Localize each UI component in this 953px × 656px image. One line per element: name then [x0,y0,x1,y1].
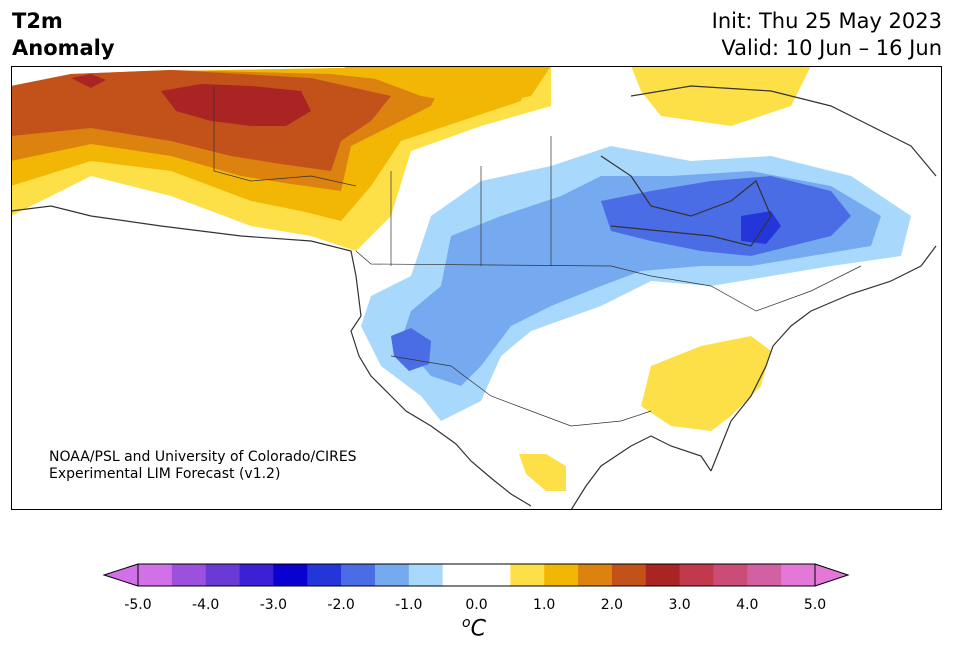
anomaly-map [11,66,942,510]
plot-title-left: T2m Anomaly [12,8,115,62]
warm-region-southeast [641,336,771,431]
colorbar-cell [138,564,173,586]
colorbar-cell [341,564,376,586]
warm-region-arctic-east [631,66,811,126]
cool-region-strong [601,176,851,256]
colorbar-tick-label: 5.0 [803,597,827,613]
colorbar-over-outline [814,563,850,587]
plot-title-right: Init: Thu 25 May 2023 Valid: 10 Jun – 16… [712,8,942,62]
colorbar-cell [578,564,613,586]
colorbar-cell [205,564,240,586]
coastlines [11,85,937,510]
colorbar-tick-label: 1.0 [533,597,556,613]
warm-region-arctic-west [341,66,551,106]
colorbar-cell [544,564,579,586]
colorbar-cell [747,564,782,586]
colorbar-tick-label: -4.0 [192,597,220,613]
init-date: Init: Thu 25 May 2023 [711,9,942,33]
credit-line-2: Experimental LIM Forecast (v1.2) [49,466,281,482]
unit-base: C [470,616,486,642]
colorbar-unit: oC [462,615,486,641]
colorbar-tick-label: -3.0 [259,597,288,613]
colorbar-cell [307,564,342,586]
colorbar-cell [645,564,680,586]
colorbar-under-outline [102,563,139,587]
colorbar-cell [611,564,647,586]
colorbar-tick-label: -1.0 [395,597,423,613]
colorbar-tick-label: -5.0 [124,597,152,613]
colorbar-cell [679,564,714,586]
colorbar [102,563,850,587]
colorbar-cell [476,564,511,586]
colorbar-cell [273,564,308,586]
colorbar-tick-label: 2.0 [600,597,624,613]
colorbar-tick-label: 0.0 [465,597,488,613]
warm-region-red-small [71,74,106,88]
credit-text: NOAA/PSL and University of Colorado/CIRE… [49,449,357,483]
colorbar-tick-label: 4.0 [736,597,759,613]
colorbar-cell [713,564,748,586]
variable-name: T2m [12,9,63,33]
valid-range: Valid: 10 Jun – 16 Jun [721,36,942,60]
colorbar-cell [781,564,816,586]
credit-line-1: NOAA/PSL and University of Colorado/CIRE… [49,449,357,465]
quantity-name: Anomaly [12,36,115,60]
unit-superscript: o [462,615,471,631]
colorbar-cell [408,564,444,586]
colorbar-over-arrow [815,564,848,586]
colorbar-frame [137,563,816,587]
colorbar-tick-label: 3.0 [668,597,691,613]
colorbar-cell [442,564,477,586]
warm-region-mexico [519,454,566,491]
cool-region-strong-sw [391,328,431,371]
colorbar-cells [138,564,816,586]
political-borders [213,86,862,427]
colorbar-cell [239,564,274,586]
colorbar-cell [171,564,207,586]
colorbar-under-arrow [104,564,138,586]
warm-region-red [161,84,311,126]
colorbar-tick-label: -2.0 [327,597,355,613]
colorbar-cell [510,564,545,586]
map-frame [11,66,942,510]
cool-region-strongest [741,211,781,244]
colorbar-cell [374,564,410,586]
